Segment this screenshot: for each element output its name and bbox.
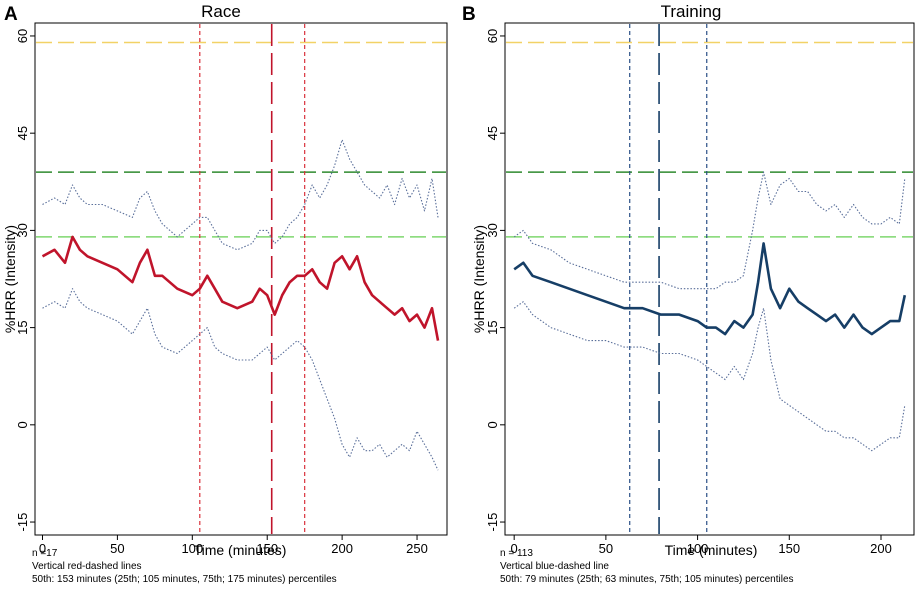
training-series-median <box>513 242 907 336</box>
note-lines-race: Vertical red-dashed lines <box>32 561 142 572</box>
race-y-tick-label: 45 <box>15 126 30 140</box>
x-axis-label-training: Time (minutes) <box>665 542 758 558</box>
training-x-tick-label: 150 <box>778 541 800 556</box>
race-x-tick-label: 0 <box>39 541 46 556</box>
plot-frame-race <box>34 22 448 536</box>
race-y-tick-label: -15 <box>15 513 30 532</box>
training-y-tick-label: 0 <box>485 421 500 428</box>
chart-title-race: Race <box>201 2 241 21</box>
training-x-tick-label: 100 <box>687 541 709 556</box>
panel-label-b: B <box>462 4 476 25</box>
plot-area-training: 0 50 100 150 200 -15 0 15 30 45 60 <box>485 24 913 556</box>
race-x-tick-label: 100 <box>181 541 203 556</box>
note-percentiles-race: 50th: 153 minutes (25th; 105 minutes, 75… <box>32 574 337 585</box>
race-y-tick-label: 15 <box>15 320 30 334</box>
race-y-tick-label: 0 <box>15 421 30 428</box>
race-y-tick-label: 30 <box>15 223 30 237</box>
race-x-tick-label: 50 <box>110 541 124 556</box>
training-x-tick-label: 0 <box>511 541 518 556</box>
training-x-tick-label: 50 <box>599 541 613 556</box>
note-lines-training: Vertical blue-dashed line <box>500 561 609 572</box>
panel-training: B Training 0 50 100 150 200 -15 0 15 30 45 60 Time… <box>462 2 915 585</box>
training-y-tick-label: -15 <box>485 513 500 532</box>
race-x-tick-label: 250 <box>406 541 428 556</box>
race-x-tick-label: 200 <box>331 541 353 556</box>
plot-frame-training <box>504 22 915 536</box>
training-y-tick-label: 30 <box>485 223 500 237</box>
x-axis-label-race: Time (minutes) <box>194 542 287 558</box>
note-n-race: n =17 <box>32 548 58 559</box>
training-y-tick-label: 45 <box>485 126 500 140</box>
training-x-tick-label: 200 <box>870 541 892 556</box>
race-y-tick-label: 60 <box>15 29 30 43</box>
race-series-lower-percentile <box>42 288 439 471</box>
race-series-median <box>41 235 440 341</box>
training-series-lower-percentile <box>513 301 906 452</box>
note-percentiles-training: 50th: 79 minutes (25th; 63 minutes, 75th… <box>500 574 794 585</box>
y-axis-label-training: %HRR (Intensity) <box>471 225 487 333</box>
y-axis-label-race: %HRR (Intensity) <box>2 225 18 333</box>
note-n-training: n = 113 <box>500 548 533 559</box>
chart-title-training: Training <box>661 2 722 21</box>
training-y-tick-label: 15 <box>485 320 500 334</box>
training-y-tick-label: 60 <box>485 29 500 43</box>
panel-race: A Race 0 50 100 150 200 250 -15 0 15 30 45 60 Time … <box>2 2 448 585</box>
panel-label-a: A <box>4 4 18 25</box>
race-x-tick-label: 150 <box>256 541 278 556</box>
training-series-upper-percentile <box>513 171 906 290</box>
plot-area-race: 0 50 100 150 200 250 -15 0 15 30 45 60 <box>15 24 446 556</box>
